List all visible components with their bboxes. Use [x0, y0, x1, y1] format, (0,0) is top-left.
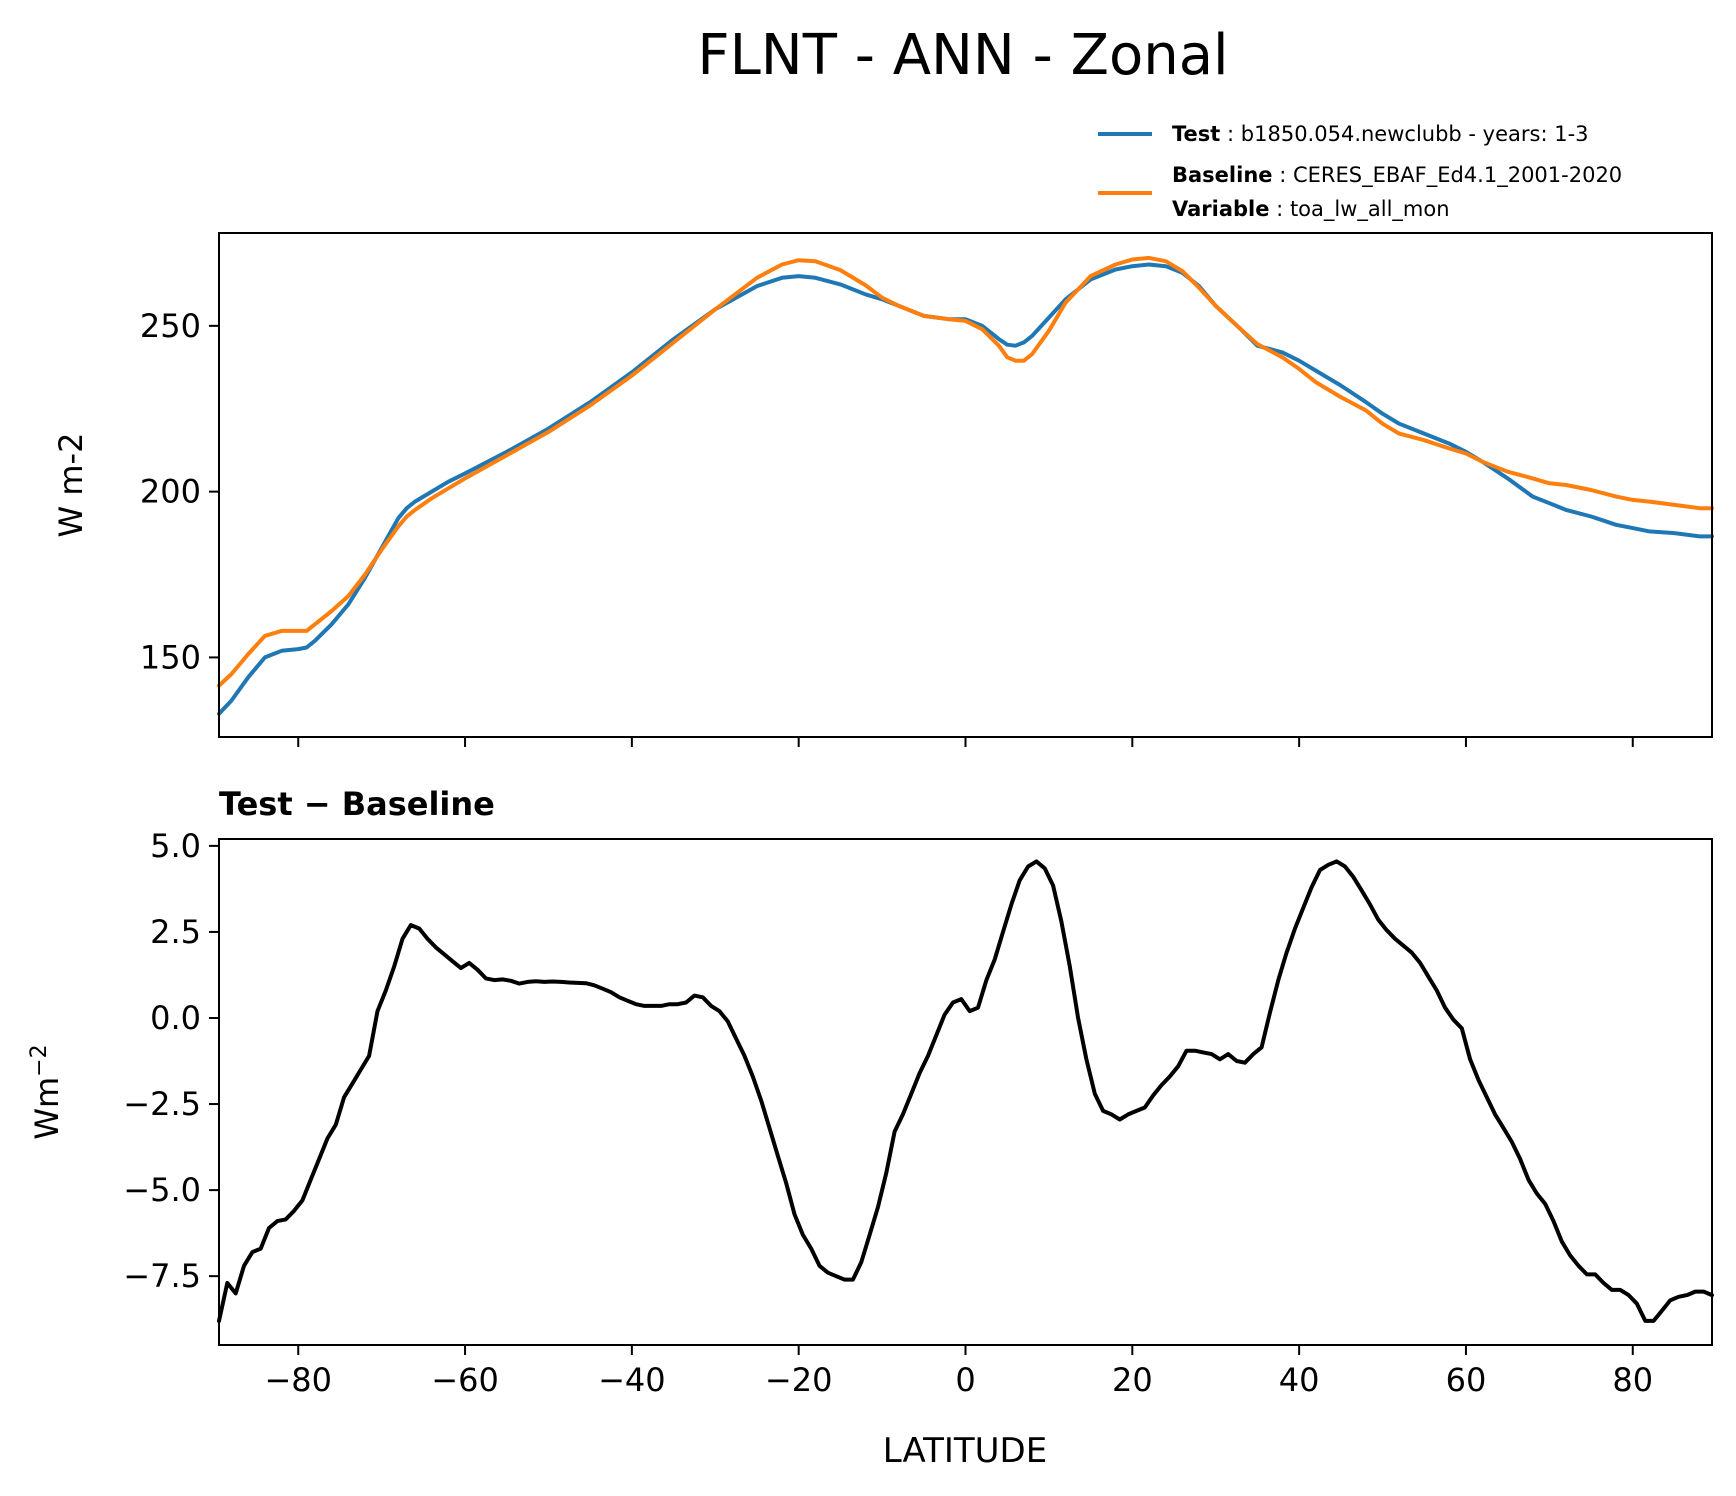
bottom-axis-ticks: −80 −60 −40 −20 0 20 40 60 80 −7.5 −5.0 −2.5 0.0 2.5 5…	[123, 827, 1653, 1399]
bottom-x-tick-label: 80	[1612, 1361, 1653, 1399]
bottom-y-label-base: Wm	[28, 1077, 66, 1140]
top-series-line-test	[217, 262, 1714, 716]
bottom-x-tick-label: −40	[598, 1361, 666, 1399]
bottom-x-tick-label: −80	[264, 1361, 332, 1399]
bottom-y-tick-label: −5.0	[123, 1171, 201, 1209]
top-y-tick-label: 150	[140, 638, 201, 676]
legend-baseline-value: CERES_EBAF_Ed4.1_2001-2020	[1293, 163, 1622, 188]
bottom-x-tick-label: 60	[1446, 1361, 1487, 1399]
bottom-x-tick-label: 40	[1279, 1361, 1320, 1399]
bottom-series-group	[217, 859, 1714, 1323]
bottom-y-axis-label: Wm−2	[27, 1044, 66, 1139]
legend-variable-sep: :	[1276, 197, 1290, 221]
bottom-x-tick-label: 20	[1112, 1361, 1153, 1399]
top-y-tick-label: 250	[140, 307, 201, 345]
bottom-panel-title: Test − Baseline	[219, 785, 495, 823]
x-axis-label: LATITUDE	[883, 1431, 1047, 1471]
top-y-axis-label: W m-2	[52, 433, 90, 538]
bottom-y-tick-label: 0.0	[150, 999, 201, 1037]
legend-test-sep: :	[1227, 122, 1241, 146]
bottom-x-tick-label: 0	[955, 1361, 975, 1399]
figure-title: FLNT - ANN - Zonal	[697, 23, 1228, 88]
top-series-line-baseline	[217, 255, 1714, 688]
top-axes-frame	[218, 232, 1713, 738]
panel-difference: Test − Baseline −80 −60 −40 −20 0 20 40 60 80 −7.…	[27, 785, 1714, 1471]
bottom-axes-frame	[218, 838, 1713, 1346]
bottom-y-label-exp: −2	[27, 1044, 52, 1076]
bottom-series-line-test-baseline	[217, 859, 1714, 1323]
legend-baseline-key: Baseline	[1172, 163, 1273, 187]
bottom-y-tick-label: 2.5	[150, 913, 201, 951]
bottom-y-tick-label: −2.5	[123, 1085, 201, 1123]
legend: Test : b1850.054.newclubb - years: 1-3 B…	[1098, 122, 1622, 222]
bottom-y-tick-label: −7.5	[123, 1257, 201, 1295]
top-axis-ticks: 150 200 250	[140, 307, 1634, 747]
top-series-group	[217, 255, 1714, 716]
top-y-tick-label: 200	[140, 473, 201, 511]
svg-text:Test : b1850.054: Test : b1850.054.newclubb - years: 1-3	[1172, 122, 1589, 146]
bottom-x-tick-label: −20	[765, 1361, 833, 1399]
legend-test-value: b1850.054.newclubb - years: 1-3	[1241, 122, 1589, 146]
legend-baseline-sep: :	[1279, 163, 1293, 187]
legend-variable-key: Variable	[1172, 197, 1269, 221]
svg-text:Variable : toa_l: Variable : toa_lw_all_mon	[1172, 197, 1450, 222]
bottom-x-tick-label: −60	[431, 1361, 499, 1399]
svg-text:Baseline : CERES: Baseline : CERES_EBAF_Ed4.1_2001-2020	[1172, 163, 1622, 188]
legend-variable-value: toa_lw_all_mon	[1290, 197, 1450, 222]
legend-test-key: Test	[1172, 122, 1220, 146]
bottom-y-tick-label: 5.0	[150, 827, 201, 865]
panel-zonal-mean: 150 200 250 W m-2	[52, 232, 1714, 747]
